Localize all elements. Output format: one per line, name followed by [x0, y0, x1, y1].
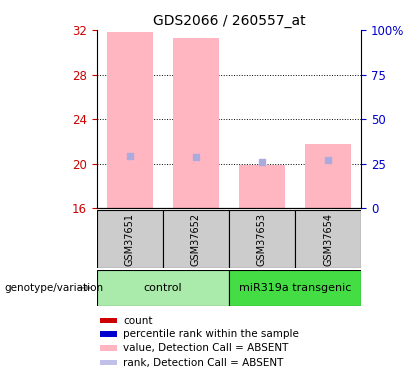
Bar [100, 332, 117, 337]
Bar [100, 318, 117, 323]
Bar [100, 360, 117, 365]
Bar [295, 210, 361, 268]
Text: control: control [144, 283, 182, 293]
Text: GSM37652: GSM37652 [191, 213, 201, 266]
Bar [163, 210, 229, 268]
Bar [97, 210, 163, 268]
Bar [305, 144, 351, 208]
Bar [229, 270, 361, 306]
Title: GDS2066 / 260557_at: GDS2066 / 260557_at [152, 13, 305, 28]
Text: GSM37651: GSM37651 [125, 213, 135, 266]
Bar [229, 210, 295, 268]
Text: percentile rank within the sample: percentile rank within the sample [123, 329, 299, 339]
Bar [100, 345, 117, 351]
Text: count: count [123, 315, 153, 326]
Text: GSM37654: GSM37654 [323, 213, 333, 266]
Bar [173, 38, 219, 208]
Text: miR319a transgenic: miR319a transgenic [239, 283, 351, 293]
Text: rank, Detection Call = ABSENT: rank, Detection Call = ABSENT [123, 358, 284, 368]
Text: value, Detection Call = ABSENT: value, Detection Call = ABSENT [123, 343, 289, 353]
Text: genotype/variation: genotype/variation [4, 283, 103, 293]
Bar [107, 32, 153, 208]
Bar [97, 270, 229, 306]
Text: GSM37653: GSM37653 [257, 213, 267, 266]
Bar [239, 165, 285, 208]
